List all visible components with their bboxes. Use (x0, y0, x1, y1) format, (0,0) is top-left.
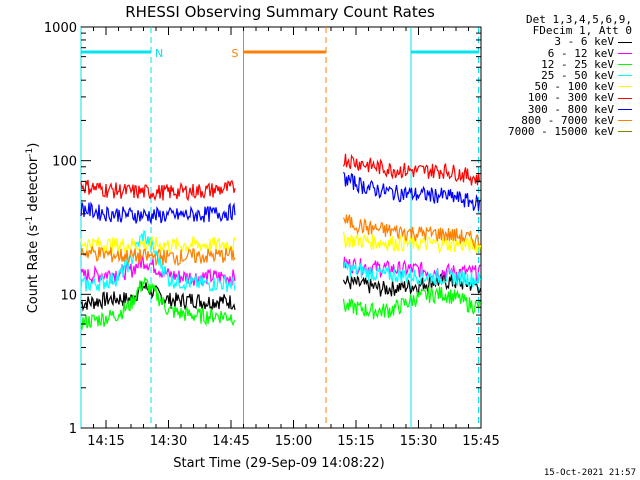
legend-swatch (618, 108, 632, 110)
series-2 (80, 276, 482, 330)
annotation-label: S (232, 47, 239, 60)
legend-swatch (618, 41, 632, 43)
legend-swatch (618, 52, 632, 54)
series-line (80, 276, 236, 330)
annotation-label: N (155, 47, 163, 60)
generated-timestamp: 15-Oct-2021 21:57 (543, 468, 636, 478)
legend-entry-label: 25 - 50 keV (541, 69, 614, 83)
legend-entry-label: 7000 - 15000 keV (508, 125, 614, 139)
legend-swatch (618, 86, 632, 88)
series-line (342, 171, 481, 212)
series-line (80, 245, 236, 267)
series-line (80, 255, 236, 286)
legend-entry-label: 100 - 300 keV (527, 91, 614, 105)
legend-entry-label: 6 - 12 keV (547, 46, 614, 60)
series-line (80, 229, 236, 293)
x-tick-label: 15:00 (275, 434, 312, 449)
legend-entry: 12 - 25 keV (478, 59, 636, 70)
legend-entry-label: 50 - 100 keV (534, 80, 614, 94)
series-line (80, 201, 236, 225)
x-tick-label: 15:30 (400, 434, 437, 449)
series-line (80, 281, 236, 312)
legend-entry: 25 - 50 keV (478, 70, 636, 81)
legend-entry-label: 300 - 800 keV (527, 102, 614, 116)
legend-header-detectors: Det 1,3,4,5,6,9, (526, 13, 632, 26)
x-tick-label: 14:45 (212, 434, 249, 449)
legend-header-decimation: FDecim 1, Att 0 (532, 24, 632, 38)
legend-swatch (618, 97, 632, 99)
x-tick-label: 14:30 (150, 434, 187, 449)
legend-rows: 3 - 6 keV 6 - 12 keV 12 - 25 keV 25 - 50 ke… (478, 36, 636, 137)
series-7 (80, 214, 481, 267)
series-line (342, 286, 482, 320)
y-tick-label: 1000 (44, 21, 77, 36)
y-axis-label-base: Count Rate (s (26, 225, 41, 314)
series-line (342, 214, 481, 250)
y-axis-label-sup1: -1 (25, 216, 35, 225)
legend-entry-label: 12 - 25 keV (541, 57, 614, 71)
y-axis-label: Count Rate (s-1 detector-1) (25, 143, 41, 314)
series-line (80, 179, 236, 202)
legend-entry: 100 - 300 keV (478, 91, 636, 105)
x-tick-label: 15:45 (462, 434, 499, 449)
legend-entry: 800 - 7000 keV (478, 115, 636, 126)
series-4 (80, 231, 482, 255)
legend-entry: 6 - 12 keV (478, 46, 636, 60)
legend-swatch (618, 119, 632, 121)
legend-entry-label: 800 - 7000 keV (521, 113, 614, 127)
y-axis-label-mid: detector (26, 156, 41, 216)
x-tick-label: 14:15 (87, 434, 124, 449)
y-axis-label-sup2: -1 (25, 148, 35, 157)
chart-title: RHESSI Observing Summary Count Rates (125, 3, 435, 21)
y-tick-label: 1 (69, 422, 77, 437)
series-5 (80, 153, 481, 202)
series-6 (80, 171, 481, 225)
y-tick-label: 100 (52, 155, 77, 170)
series-layer (80, 153, 482, 330)
y-tick-label: 10 (60, 288, 77, 303)
legend-entry: 300 - 800 keV (478, 102, 636, 116)
series-line (342, 258, 482, 288)
x-axis-label: Start Time (29-Sep-09 14:08:22) (173, 456, 384, 471)
legend: Det 1,3,4,5,6,9, FDecim 1, Att 0 3 - 6 k… (478, 14, 636, 137)
legend-entry: 7000 - 15000 keV (478, 126, 636, 137)
legend-swatch (618, 75, 632, 77)
series-line (342, 231, 482, 255)
legend-entry-label: 3 - 6 keV (554, 35, 614, 49)
legend-swatch (618, 131, 632, 133)
legend-entry: 50 - 100 keV (478, 81, 636, 92)
legend-entry: 3 - 6 keV (478, 35, 636, 49)
series-line (342, 153, 481, 186)
series-line (80, 235, 236, 255)
axis-layer: 14:15 14:30 14:45 15:00 15:15 15:30 15:45 1 10 10… (44, 21, 500, 449)
x-tick-label: 15:15 (337, 434, 374, 449)
legend-swatch (618, 63, 632, 65)
y-axis-label-end: ) (26, 143, 41, 148)
